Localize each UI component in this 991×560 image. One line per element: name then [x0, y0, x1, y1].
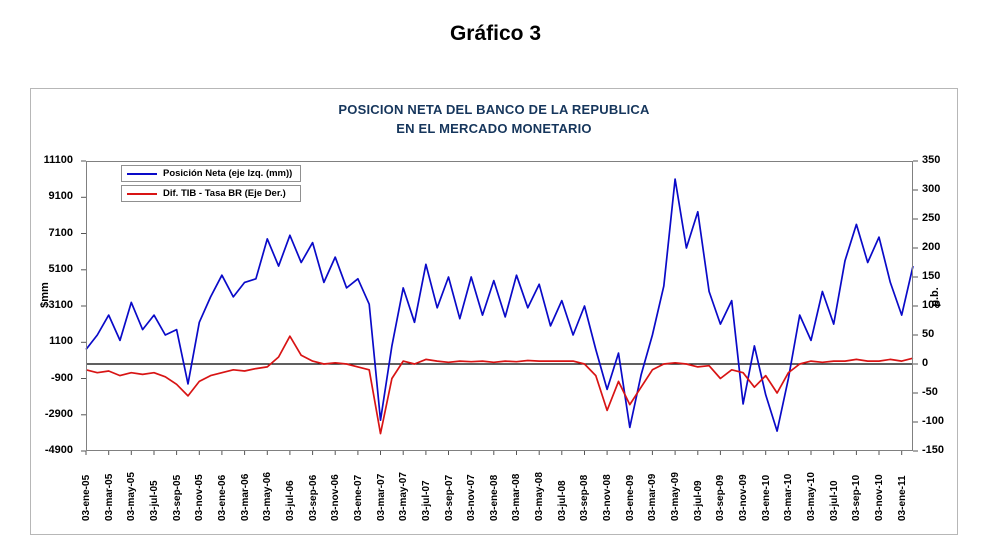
x-axis-tick: 03-mar-06: [239, 473, 251, 521]
right-axis-tick: 350: [922, 154, 941, 166]
right-axis-tick: 100: [922, 299, 941, 311]
x-axis-tick: 03-mar-09: [647, 473, 659, 521]
x-axis-tick: 03-ene-09: [624, 474, 636, 521]
x-axis-tick: 03-jul-08: [556, 480, 568, 521]
x-axis-tick: 03-ene-07: [352, 474, 364, 521]
chart-title-block: POSICION NETA DEL BANCO DE LA REPUBLICA …: [31, 101, 957, 139]
right-axis-tick: -100: [922, 415, 945, 427]
x-axis-tick: 03-mar-05: [103, 473, 115, 521]
chart-subtitle: EN EL MERCADO MONETARIO: [396, 120, 592, 136]
left-axis-tick: 1100: [49, 335, 73, 348]
plot-svg: [81, 160, 918, 455]
x-axis-tick: 03-sep-10: [851, 474, 863, 521]
legend: Posición Neta (eje Izq. (mm)) Dif. TIB -…: [121, 165, 302, 202]
x-axis-tick: 03-sep-09: [715, 474, 727, 521]
x-axis-tick: 03-mar-10: [783, 473, 795, 521]
x-axis-tick: 03-jul-06: [284, 480, 296, 521]
x-axis-tick: 03-sep-06: [307, 474, 319, 521]
chart-frame: POSICION NETA DEL BANCO DE LA REPUBLICA …: [30, 88, 958, 535]
x-axis-tick: 03-sep-07: [443, 474, 455, 521]
x-axis-tick: 03-may-07: [398, 472, 410, 521]
left-axis-tick: -4900: [44, 444, 73, 456]
x-axis-tick: 03-sep-08: [579, 474, 591, 521]
legend-item: Dif. TIB - Tasa BR (Eje Der.): [121, 185, 302, 202]
x-axis-tick: 03-nov-08: [602, 474, 614, 521]
legend-item: Posición Neta (eje Izq. (mm)): [121, 165, 302, 182]
x-axis-tick: 03-nov-09: [738, 474, 750, 521]
legend-line-swatch: [127, 192, 157, 195]
right-axis-tick: 250: [922, 212, 941, 224]
x-axis-tick: 03-ene-06: [216, 474, 228, 521]
x-axis-tick: 03-nov-05: [194, 474, 206, 521]
x-axis-tick: 03-ene-08: [488, 474, 500, 521]
right-axis-tick: 300: [922, 183, 941, 195]
left-axis-tick: -2900: [44, 407, 73, 420]
legend-label: Posición Neta (eje Izq. (mm)): [163, 168, 293, 179]
legend-label: Dif. TIB - Tasa BR (Eje Der.): [163, 188, 286, 199]
legend-line-swatch: [127, 172, 157, 175]
right-axis-labels: 350 300 250 200 150 100 50 0 -50 -100 -150: [920, 154, 965, 456]
x-axis-tick: 03-may-10: [806, 472, 818, 521]
x-axis-tick: 03-nov-10: [874, 474, 885, 521]
right-axis-tick: 50: [922, 328, 935, 340]
chart-title: POSICION NETA DEL BANCO DE LA REPUBLICA: [338, 102, 650, 117]
x-axis-tick: 03-may-09: [670, 472, 682, 521]
x-axis-tick: 03-nov-07: [466, 474, 478, 521]
x-axis-tick: 03-ene-05: [81, 474, 92, 521]
left-axis-tick: 11100: [43, 154, 73, 166]
left-axis-tick: 5100: [48, 262, 73, 275]
x-axis-tick: 03-sep-05: [171, 474, 183, 521]
x-axis-tick: 03-nov-06: [330, 474, 342, 521]
x-axis-tick: 03-may-08: [534, 472, 546, 521]
right-axis-tick: -150: [922, 444, 945, 456]
page-title: Gráfico 3: [449, 22, 542, 45]
right-axis-tick: 200: [922, 241, 941, 253]
x-axis-tick: 03-jul-09: [692, 480, 704, 521]
left-axis-labels: 11100 9100 7100 5100 3100 1100 -900 -2900 -4900: [31, 154, 81, 456]
x-axis-tick: 03-mar-07: [375, 473, 387, 521]
right-axis-tick: 0: [922, 357, 929, 369]
x-axis-tick: 03-may-06: [262, 472, 274, 521]
x-axis-tick: 03-ene-11: [896, 475, 908, 521]
plot-area: Posición Neta (eje Izq. (mm)) Dif. TIB -…: [81, 160, 918, 455]
right-axis-tick: 150: [922, 270, 941, 282]
x-axis-tick: 03-mar-08: [511, 473, 523, 521]
left-axis-tick: 3100: [48, 299, 73, 311]
left-axis-tick: -900: [50, 371, 73, 384]
right-axis-tick: -50: [922, 386, 938, 398]
left-axis-tick: 9100: [48, 190, 73, 203]
x-axis-tick: 03-jul-10: [828, 480, 840, 521]
x-axis-tick: 03-ene-10: [760, 474, 772, 521]
x-axis-tick: 03-jul-05: [148, 480, 160, 521]
x-axis-tick: 03-may-05: [126, 472, 138, 521]
x-axis-tick: 03-jul-07: [420, 480, 432, 521]
left-axis-tick: 7100: [48, 226, 73, 239]
